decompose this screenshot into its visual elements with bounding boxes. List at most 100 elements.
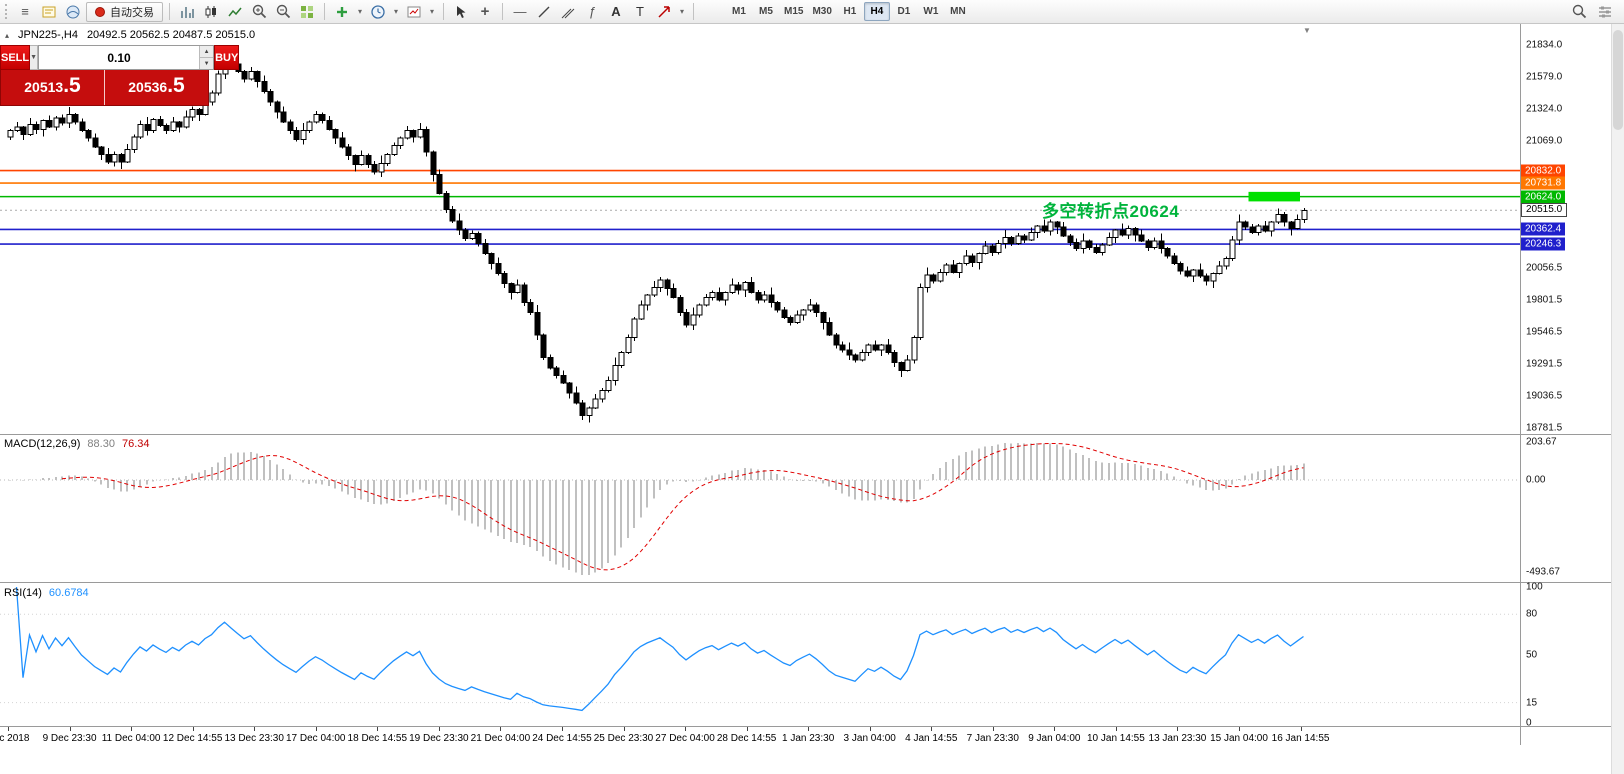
text-icon[interactable]: A xyxy=(611,4,621,19)
sell-price-big-digits: .5 xyxy=(63,74,81,97)
arrows-icon[interactable] xyxy=(653,2,675,22)
arrows-dropdown-caret[interactable]: ▾ xyxy=(679,7,684,16)
price-axis-label: 21579.0 xyxy=(1526,71,1563,83)
horizontal-line-icon[interactable]: — xyxy=(513,4,527,19)
equidistant-channel-icon[interactable] xyxy=(557,2,579,22)
main-chart-canvas[interactable] xyxy=(0,24,1520,434)
sell-options-caret[interactable]: ▼ xyxy=(30,45,39,70)
timeframe-button-h4[interactable]: H4 xyxy=(863,2,890,21)
trendline-icon[interactable] xyxy=(533,2,555,22)
zoom-out-icon[interactable] xyxy=(272,2,294,22)
new-order-icon[interactable] xyxy=(38,2,60,22)
text-label-icon[interactable]: T xyxy=(636,4,644,19)
time-axis-label: 12 Dec 14:55 xyxy=(162,733,223,744)
time-axis-tick xyxy=(746,727,748,731)
timeframe-button-m30[interactable]: M30 xyxy=(808,2,835,21)
time-axis-tick xyxy=(808,727,810,731)
timeframe-button-m1[interactable]: M1 xyxy=(726,2,752,21)
time-axis-label: Dec 2018 xyxy=(0,733,30,744)
fibonacci-icon[interactable]: ƒ xyxy=(588,4,596,19)
timeframe-button-h1[interactable]: H1 xyxy=(837,2,863,21)
time-axis-label: 27 Dec 04:00 xyxy=(655,733,715,744)
price-level-tag[interactable]: 20624.0 xyxy=(1521,190,1566,204)
price-level-tag[interactable]: 20515.0 xyxy=(1521,203,1568,218)
time-axis-label: 11 Dec 04:00 xyxy=(101,733,161,744)
toolbar-drag-handle[interactable] xyxy=(5,4,9,19)
volume-input[interactable] xyxy=(39,46,200,69)
buy-price-display[interactable]: 20536.5 xyxy=(105,70,208,105)
profiles-icon[interactable] xyxy=(62,2,84,22)
vertical-scrollbar[interactable] xyxy=(1611,24,1624,774)
time-axis-tick xyxy=(500,727,502,731)
templates-dropdown-caret[interactable]: ▾ xyxy=(429,7,434,16)
auto-trading-button[interactable]: 自动交易 xyxy=(86,1,163,22)
price-axis-label: 21324.0 xyxy=(1526,103,1563,115)
price-level-tag[interactable]: 20362.4 xyxy=(1521,222,1566,236)
timeframe-button-mn[interactable]: MN xyxy=(945,2,971,21)
toolbar-separator xyxy=(324,3,325,20)
time-axis-label: 1 Jan 23:30 xyxy=(782,733,835,744)
time-axis-label: 16 Jan 14:55 xyxy=(1271,733,1330,744)
timeframe-button-w1[interactable]: W1 xyxy=(918,2,944,21)
volume-field: ▲ ▼ xyxy=(38,45,215,70)
sell-button[interactable]: SELL xyxy=(0,45,31,70)
rsi-axis-label: 15 xyxy=(1526,697,1538,709)
time-axis-label: 19 Dec 23:30 xyxy=(409,733,469,744)
search-icon[interactable] xyxy=(1568,2,1590,22)
time-axis-label: 7 Jan 23:30 xyxy=(966,733,1019,744)
price-axis-label: 18781.5 xyxy=(1526,422,1563,434)
time-axis-label: 13 Jan 23:30 xyxy=(1148,733,1207,744)
cursor-icon[interactable] xyxy=(450,2,472,22)
tile-windows-icon[interactable] xyxy=(296,2,318,22)
periods-dropdown-caret[interactable]: ▾ xyxy=(393,7,398,16)
panel-separator[interactable] xyxy=(0,582,1624,583)
macd-canvas[interactable] xyxy=(0,436,1520,582)
zoom-in-icon[interactable] xyxy=(248,2,270,22)
periods-icon[interactable] xyxy=(367,2,389,22)
buy-button[interactable]: BUY xyxy=(214,45,240,70)
templates-icon[interactable] xyxy=(403,2,425,22)
crosshair-icon[interactable]: + xyxy=(480,3,490,20)
timeframe-toolbar: M1 M5 M15 M30 H1 H4 D1 W1 MN xyxy=(726,2,971,21)
timeframe-button-m5[interactable]: M5 xyxy=(753,2,779,21)
toolbar-separator xyxy=(502,3,503,20)
time-axis-label: 13 Dec 23:30 xyxy=(224,733,284,744)
scrollbar-thumb[interactable] xyxy=(1613,30,1623,130)
price-level-tag[interactable]: 20832.0 xyxy=(1521,164,1566,178)
volume-up-button[interactable]: ▲ xyxy=(199,46,214,58)
price-axis-label: 19801.5 xyxy=(1526,294,1563,306)
properties-icon[interactable] xyxy=(1594,2,1616,22)
macd-label: MACD(12,26,9) xyxy=(4,438,81,450)
timeframe-button-m15[interactable]: M15 xyxy=(780,2,807,21)
rsi-axis-label: 50 xyxy=(1526,649,1538,661)
panel-separator[interactable] xyxy=(0,726,1624,727)
macd-signal-value: 76.34 xyxy=(121,438,150,450)
highlight-box[interactable] xyxy=(1248,191,1301,202)
price-level-tag[interactable]: 20731.8 xyxy=(1521,176,1566,190)
time-axis-label: 9 Jan 04:00 xyxy=(1028,733,1081,744)
time-axis-label: 24 Dec 14:55 xyxy=(532,733,592,744)
bar-chart-icon[interactable] xyxy=(176,2,198,22)
sell-price-display[interactable]: 20513.5 xyxy=(1,70,104,105)
scroll-to-end-marker[interactable]: ▼ xyxy=(1303,26,1311,35)
line-chart-icon[interactable] xyxy=(224,2,246,22)
time-axis-label: 28 Dec 14:55 xyxy=(716,733,777,744)
volume-down-button[interactable]: ▼ xyxy=(199,58,214,69)
rsi-canvas[interactable] xyxy=(0,583,1520,726)
price-axis-label: 21834.0 xyxy=(1526,39,1563,51)
indicators-dropdown-caret[interactable]: ▾ xyxy=(357,7,362,16)
indicators-icon[interactable] xyxy=(331,2,353,22)
timeframe-button-d1[interactable]: D1 xyxy=(891,2,917,21)
macd-histogram xyxy=(9,442,1305,575)
time-axis-label: 21 Dec 04:00 xyxy=(470,733,531,744)
toolbar: ≡ 自动交易 ▾ xyxy=(0,0,1624,24)
auto-trading-label: 自动交易 xyxy=(110,6,154,19)
toolbar-right-group xyxy=(1568,2,1620,22)
price-level-tag[interactable]: 20246.3 xyxy=(1521,237,1566,251)
candlestick-chart-icon[interactable] xyxy=(200,2,222,22)
time-axis-tick xyxy=(69,727,71,731)
menu-icon[interactable]: ≡ xyxy=(21,4,29,19)
price-axis-label: 21069.0 xyxy=(1526,135,1563,147)
panel-separator[interactable] xyxy=(0,434,1624,435)
